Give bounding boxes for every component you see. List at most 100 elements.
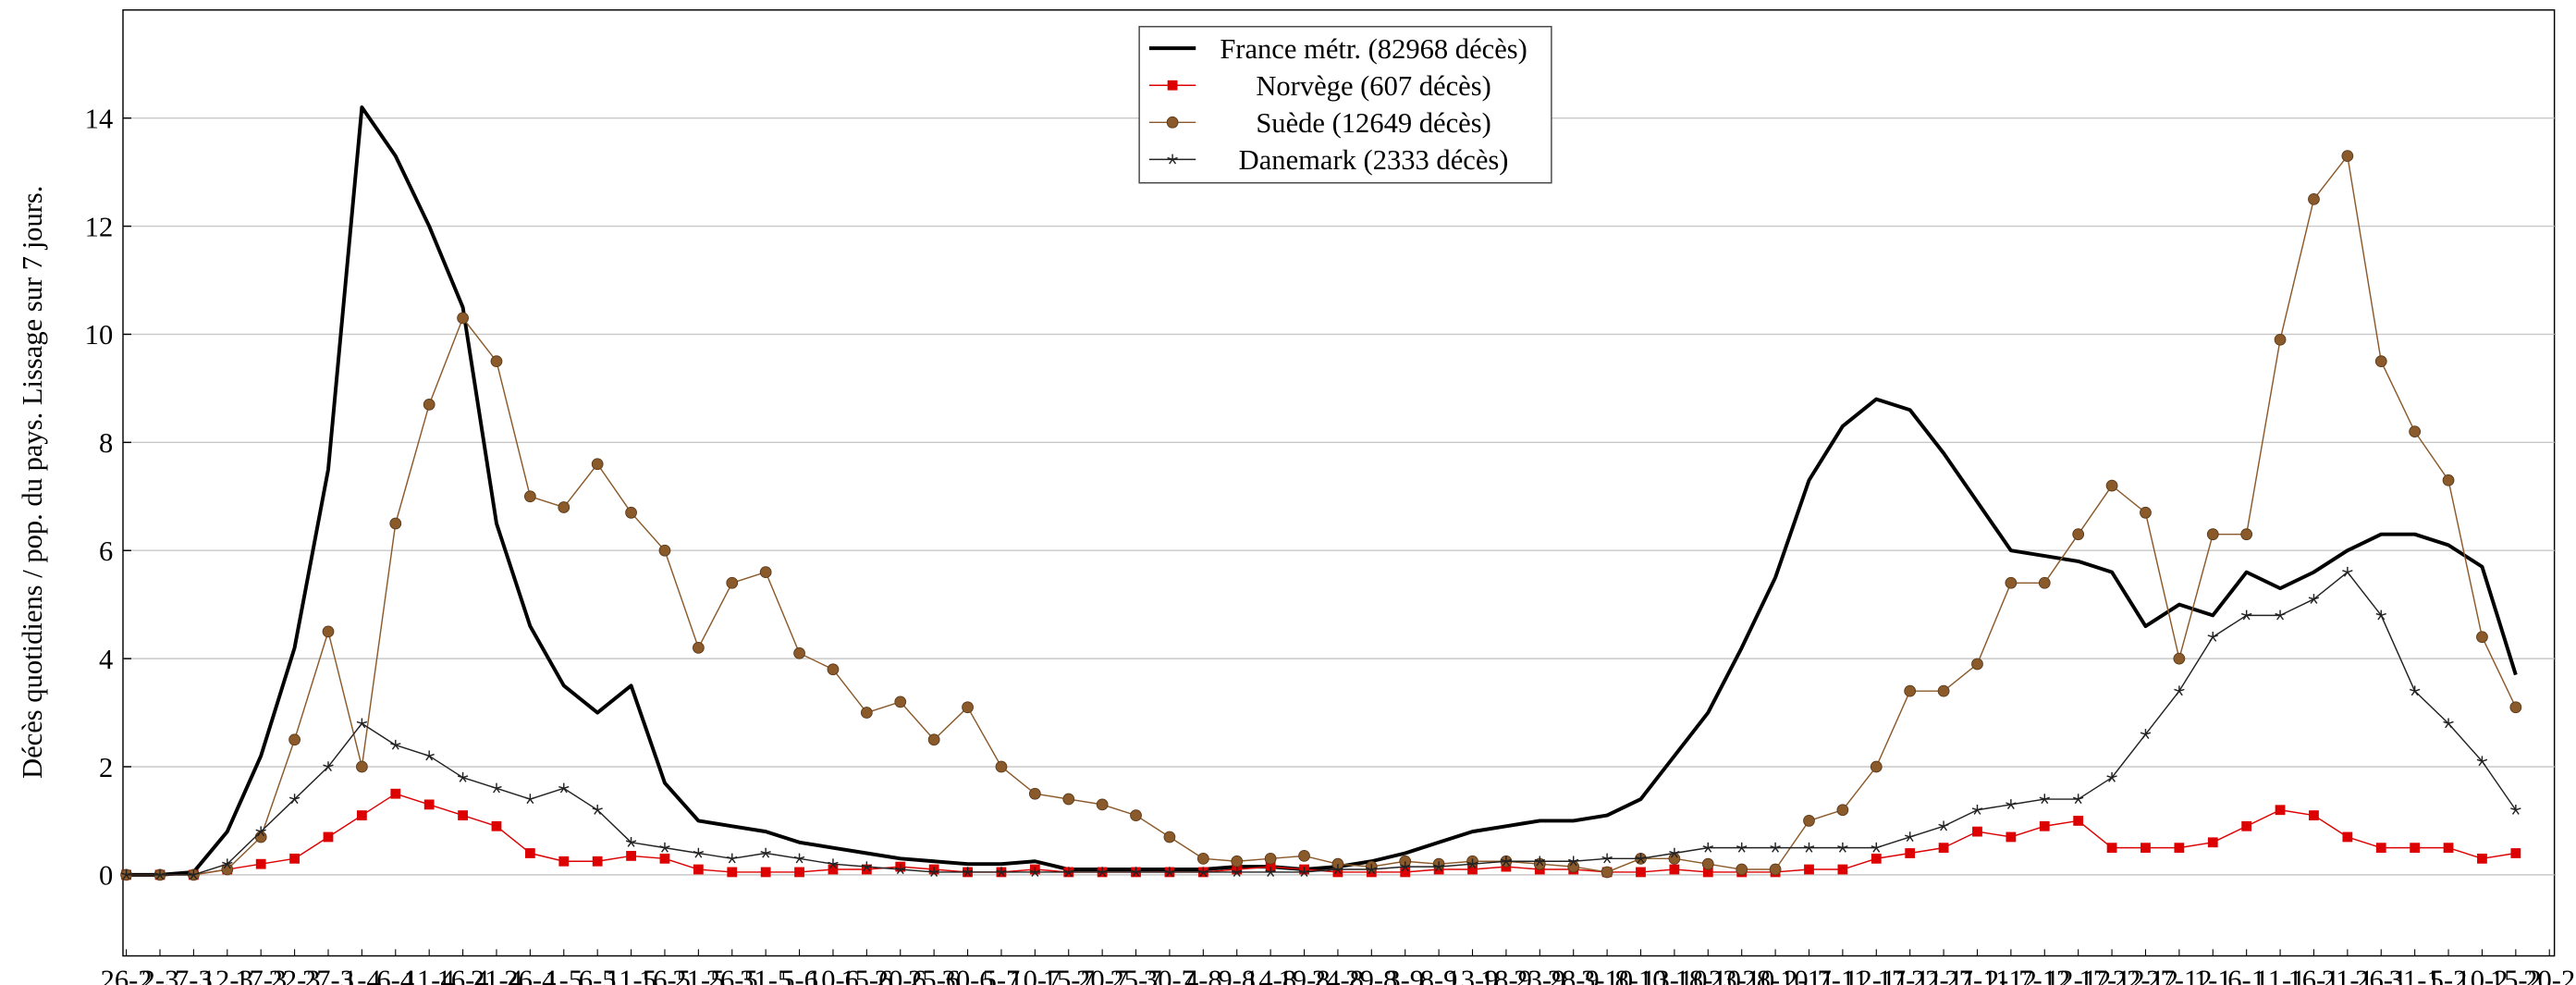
marker (760, 847, 771, 858)
x-tick-label: 6-5 (579, 964, 617, 985)
marker (2140, 729, 2152, 739)
marker (2073, 816, 2084, 826)
marker (356, 718, 368, 729)
marker (1166, 116, 1179, 129)
marker (827, 663, 840, 676)
marker (1601, 866, 1613, 879)
x-tick-label: 8-9 (1420, 964, 1458, 985)
x-tick-label: 30-7 (1144, 964, 1196, 985)
x-tick-label: 15-6 (840, 964, 892, 985)
marker (1332, 867, 1343, 878)
marker (1400, 867, 1411, 878)
marker (828, 864, 839, 875)
marker (490, 355, 503, 368)
marker (523, 490, 536, 503)
marker (1971, 658, 1983, 671)
marker (928, 867, 939, 878)
x-tick-label: 1-5 (545, 964, 583, 985)
x-tick-label: 23-9 (1514, 964, 1565, 985)
marker (1466, 858, 1478, 869)
marker (2141, 843, 2151, 854)
marker (2510, 848, 2521, 858)
x-tick-label: 1-1 (2194, 964, 2232, 985)
marker (2477, 853, 2487, 864)
marker (1231, 855, 1244, 868)
marker (323, 831, 334, 843)
x-tick-label: 29-8 (1345, 964, 1397, 985)
marker (1298, 867, 1310, 878)
marker (2207, 837, 2218, 848)
x-tick-label: 21-4 (471, 964, 522, 985)
marker (2375, 843, 2386, 854)
marker (2342, 566, 2353, 577)
x-tick-label: 12-11 (1844, 964, 1908, 985)
marker (1063, 867, 1074, 878)
marker (2309, 810, 2319, 820)
marker (1097, 867, 1108, 878)
marker (2409, 425, 2422, 438)
marker (289, 853, 300, 864)
marker (2409, 685, 2421, 696)
marker (524, 794, 536, 805)
marker (1837, 864, 1848, 875)
x-tick-label: 28-9 (1548, 964, 1600, 985)
marker (2005, 576, 2018, 589)
marker (1701, 857, 1714, 870)
marker (1568, 856, 1579, 867)
marker (2476, 631, 2488, 644)
marker (491, 782, 502, 794)
marker (1669, 864, 1680, 875)
x-tick-label: 28-10 (1742, 964, 1808, 985)
x-tick-label: 13-10 (1641, 964, 1707, 985)
marker (2476, 756, 2488, 767)
marker (1501, 856, 1512, 867)
marker (2509, 701, 2522, 714)
marker (457, 771, 469, 782)
x-tick-label: 31-5 (740, 964, 791, 985)
marker (759, 566, 772, 578)
marker (860, 707, 873, 719)
marker (323, 761, 334, 772)
marker (356, 760, 368, 773)
marker (390, 788, 401, 799)
x-tick-label: 27-11 (1944, 964, 2009, 985)
marker (1029, 867, 1041, 878)
x-tick-label: 5-6 (780, 964, 818, 985)
marker (322, 625, 335, 638)
marker (995, 760, 1008, 773)
marker (1130, 867, 1142, 878)
x-tick-label: 26-1 (2355, 964, 2407, 985)
marker (2443, 718, 2454, 729)
marker (2240, 609, 2252, 621)
x-tick-label: 26-5 (706, 964, 758, 985)
x-tick-label: 11-1 (2255, 964, 2306, 985)
marker (1265, 861, 1276, 872)
x-tick-label: 1-4 (343, 964, 381, 985)
marker (1130, 809, 1142, 821)
marker (861, 864, 872, 875)
marker (2241, 820, 2252, 831)
marker (423, 399, 435, 411)
marker (288, 794, 301, 805)
marker (1196, 852, 1209, 865)
marker (255, 858, 266, 869)
x-tick-label: 15-7 (1043, 964, 1095, 985)
marker (895, 864, 906, 875)
marker (659, 842, 670, 853)
y-tick-label: 8 (99, 427, 113, 459)
marker (1905, 848, 1916, 858)
y-tick-label: 6 (99, 536, 113, 567)
series-line (126, 154, 2517, 876)
marker (1702, 842, 1713, 853)
x-tick-label: 22-12 (2113, 964, 2178, 985)
marker (2375, 609, 2386, 621)
marker (1332, 864, 1343, 875)
marker (592, 856, 603, 867)
marker (793, 853, 805, 864)
y-tick-label: 0 (99, 860, 113, 892)
marker (1467, 864, 1478, 875)
marker (1702, 867, 1713, 878)
marker (2038, 576, 2051, 589)
marker (389, 517, 402, 530)
